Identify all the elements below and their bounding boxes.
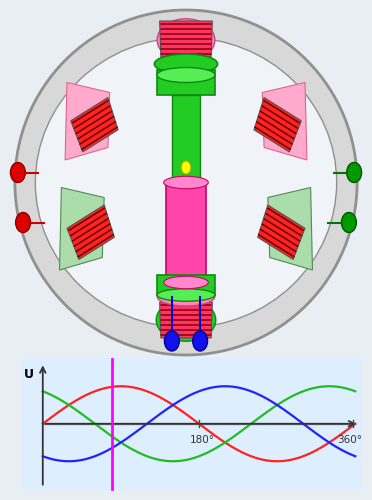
Bar [166, 182, 206, 292]
Circle shape [16, 212, 31, 233]
Polygon shape [262, 82, 307, 160]
Polygon shape [67, 205, 114, 260]
Ellipse shape [157, 68, 215, 82]
Polygon shape [71, 98, 118, 152]
Circle shape [10, 162, 25, 182]
Polygon shape [65, 82, 110, 160]
Bar [157, 275, 215, 295]
Polygon shape [268, 188, 312, 270]
Text: 360°: 360° [337, 434, 362, 445]
Circle shape [347, 162, 362, 182]
Polygon shape [60, 188, 104, 270]
Ellipse shape [156, 298, 216, 341]
Ellipse shape [157, 288, 215, 301]
Ellipse shape [164, 276, 208, 289]
Bar [22, 358, 361, 490]
Ellipse shape [15, 10, 357, 355]
Bar [172, 95, 200, 192]
Bar [157, 70, 215, 95]
Polygon shape [160, 302, 212, 338]
Circle shape [341, 212, 356, 233]
Ellipse shape [157, 287, 215, 306]
Ellipse shape [164, 176, 208, 188]
Ellipse shape [157, 18, 215, 61]
Polygon shape [254, 98, 301, 152]
Ellipse shape [35, 38, 337, 328]
Polygon shape [258, 205, 305, 260]
Polygon shape [160, 21, 212, 57]
Text: 180°: 180° [190, 434, 215, 445]
Text: U: U [24, 368, 34, 380]
Ellipse shape [154, 54, 218, 74]
Circle shape [181, 161, 191, 174]
Circle shape [193, 331, 208, 351]
Circle shape [164, 331, 179, 351]
